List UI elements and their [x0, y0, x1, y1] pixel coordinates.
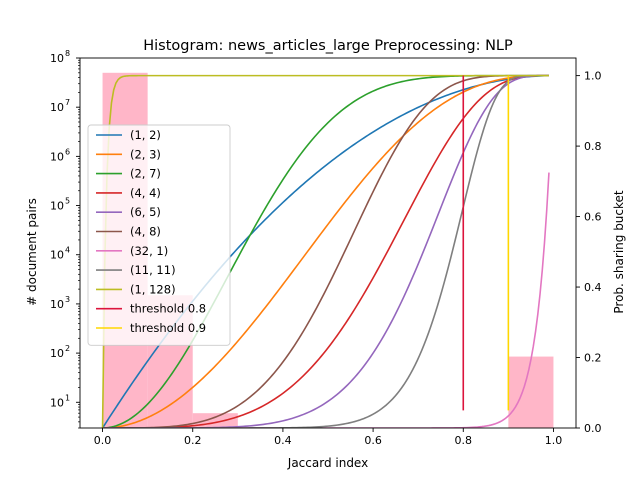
series-line: [101, 74, 549, 428]
y-right-tick-label: 0.2: [584, 352, 602, 365]
y-left-tick-exponent: 5: [65, 197, 70, 206]
y-left-tick-exponent: 2: [65, 344, 70, 353]
y-left-tick-exponent: 4: [65, 246, 70, 255]
x-tick-label: 1.0: [545, 434, 563, 447]
y-left-tick-label: 10: [50, 249, 64, 262]
y-left-tick-label: 10: [50, 396, 64, 409]
y-right-tick-label: 0.4: [584, 281, 602, 294]
y-left-tick-label: 10: [50, 150, 64, 163]
legend-label: threshold 0.9: [130, 321, 206, 335]
y-left-tick-exponent: 6: [65, 147, 70, 156]
series-line: [102, 74, 549, 428]
series-line: [102, 74, 549, 428]
x-tick-label: 0.2: [184, 434, 202, 447]
y-left-tick-label: 10: [50, 298, 64, 311]
axes: 0.0 0.2 0.4 0.6 0.8 1.010 110 210 310 410 510 610 71…: [50, 49, 602, 447]
legend: (1, 2) (2, 3) (2, 7) (4, 4) (6, 5) (4, 8) (32,…: [87, 124, 231, 346]
x-tick-label: 0.6: [364, 434, 382, 447]
y-right-tick-label: 1.0: [584, 70, 602, 83]
x-axis-label: Jaccard index: [287, 456, 368, 470]
y-left-tick-label: 10: [50, 52, 64, 65]
y-left-tick-label: 10: [50, 347, 64, 360]
legend-label: (2, 7): [130, 167, 161, 181]
y-left-tick-exponent: 1: [65, 393, 70, 402]
legend-label: (4, 4): [130, 186, 161, 200]
legend-label: (11, 11): [130, 263, 176, 277]
y-left-tick-label: 10: [50, 101, 64, 114]
legend-label: (2, 3): [130, 147, 161, 161]
legend-box: [87, 124, 231, 346]
y-right-tick-label: 0.0: [584, 422, 602, 435]
y-left-tick-label: 10: [50, 200, 64, 213]
histogram-bar: [508, 356, 554, 428]
series-line: [102, 74, 549, 428]
series-line: [102, 74, 549, 428]
y-left-tick-exponent: 7: [65, 98, 70, 107]
legend-label: (32, 1): [130, 244, 168, 258]
legend-label: (1, 2): [130, 128, 161, 142]
x-tick-label: 0.0: [94, 434, 112, 447]
legend-label: (4, 8): [130, 225, 161, 239]
y-left-tick-exponent: 3: [65, 295, 70, 304]
chart-title: Histogram: news_articles_large Preproces…: [143, 38, 513, 54]
legend-label: threshold 0.8: [130, 302, 206, 316]
legend-label: (6, 5): [130, 205, 161, 219]
legend-label: (1, 128): [130, 282, 176, 296]
x-tick-label: 0.8: [455, 434, 473, 447]
series-line: [102, 172, 550, 428]
y-axis-left-label: # document pairs: [25, 198, 39, 306]
y-right-tick-label: 0.8: [584, 140, 602, 153]
y-axis-right-label: Prob. sharing bucket: [612, 190, 626, 314]
y-left-tick-exponent: 8: [65, 49, 70, 58]
plot-frame: [79, 57, 577, 429]
y-right-tick-label: 0.6: [584, 211, 602, 224]
x-tick-label: 0.4: [274, 434, 292, 447]
